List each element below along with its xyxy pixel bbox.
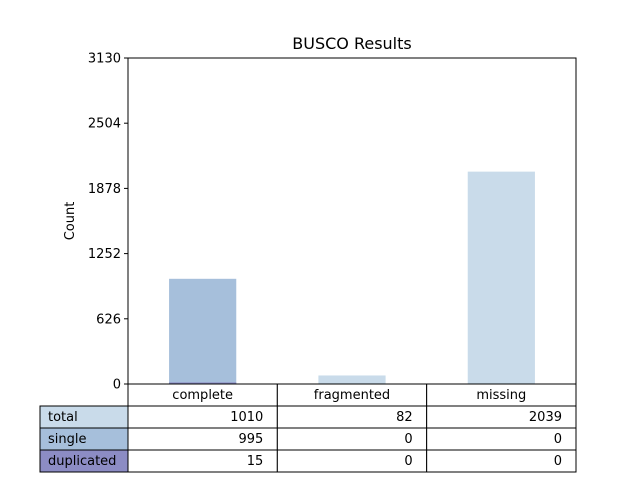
table-cell <box>426 449 577 473</box>
y-tick-label: 1252 <box>88 247 121 262</box>
table-cell-value: 15 <box>247 454 264 469</box>
table-cell-value: 995 <box>239 432 264 447</box>
y-axis-ticks: 0 626 1252 1878 2504 3130 <box>88 52 128 393</box>
table-column-header: complete <box>172 388 233 403</box>
table-column-header: fragmented <box>314 388 390 403</box>
y-tick-label: 0 <box>113 378 121 393</box>
table-cell-value: 0 <box>404 432 412 447</box>
table-row-label: single <box>48 432 87 447</box>
bars-group <box>169 171 535 384</box>
bar-duplicated-complete <box>169 382 237 384</box>
bar-missing <box>467 171 535 384</box>
bar-fragmented <box>318 375 386 384</box>
table-cell-value: 0 <box>554 432 562 447</box>
chart-title: BUSCO Results <box>292 34 411 53</box>
data-table: complete fragmented missing total 1010 82 2039… <box>39 383 577 473</box>
bar-complete <box>169 278 237 384</box>
table-column-header: missing <box>476 388 526 403</box>
y-tick-label: 1878 <box>88 182 121 197</box>
table-row-label: total <box>48 410 78 425</box>
table-row-label: duplicated <box>48 454 116 469</box>
y-tick-label: 626 <box>96 312 121 327</box>
table-cell-value: 0 <box>404 454 412 469</box>
y-tick-label: 2504 <box>88 117 121 132</box>
table-cell-value: 0 <box>554 454 562 469</box>
y-tick-label: 3130 <box>88 52 121 67</box>
y-axis-label: Count <box>63 202 78 241</box>
table-cell-value: 82 <box>396 410 413 425</box>
table-cell-value: 1010 <box>230 410 263 425</box>
table-cell-value: 2039 <box>529 410 562 425</box>
